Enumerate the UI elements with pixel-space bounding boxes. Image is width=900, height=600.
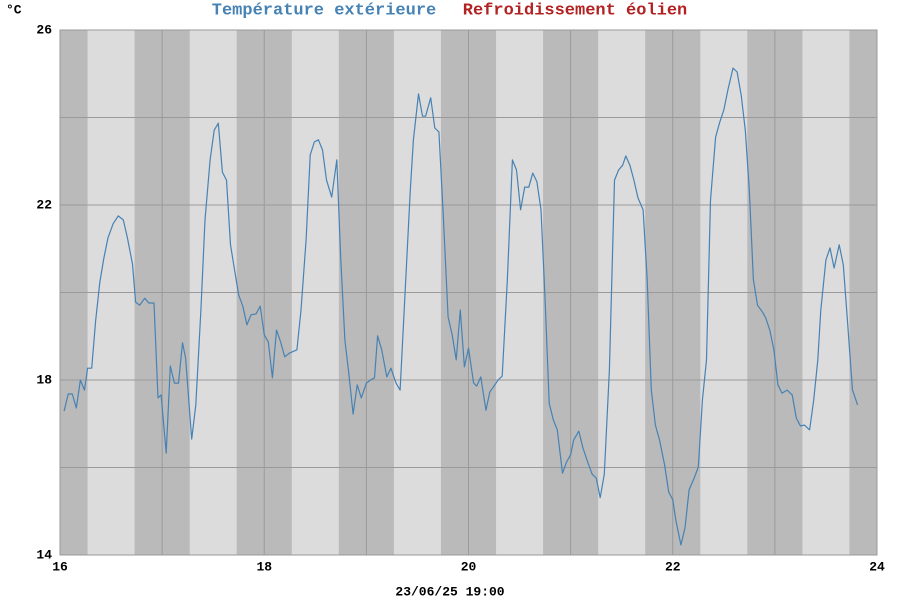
x-axis-label: 23/06/25 19:00 xyxy=(395,584,504,599)
legend-entry: Refroidissement éolien xyxy=(463,1,687,20)
plot-area xyxy=(59,29,878,556)
x-tick-label: 18 xyxy=(256,559,272,574)
y-tick-label: 14 xyxy=(36,547,52,562)
y-tick-label: 18 xyxy=(36,372,52,387)
x-tick-label: 16 xyxy=(52,559,68,574)
y-tick-label: 26 xyxy=(36,22,52,37)
x-tick-label: 22 xyxy=(665,559,681,574)
x-tick-label: 20 xyxy=(461,559,477,574)
x-tick-label: 24 xyxy=(869,559,885,574)
y-tick-label: 22 xyxy=(36,197,52,212)
y-axis-label: °C xyxy=(6,2,22,17)
plot-frame xyxy=(59,29,878,556)
legend-entry: Température extérieure xyxy=(212,1,436,20)
data-line xyxy=(63,67,859,546)
